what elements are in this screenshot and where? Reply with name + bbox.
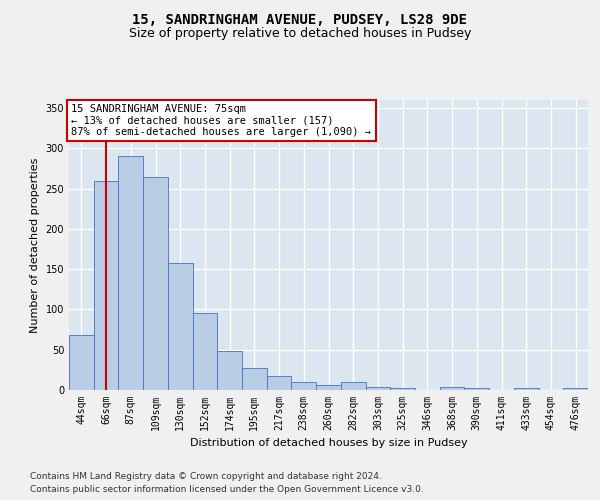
Bar bbox=[168, 262, 193, 390]
Bar bbox=[193, 314, 217, 390]
Bar bbox=[217, 352, 242, 390]
Text: Contains HM Land Registry data © Crown copyright and database right 2024.: Contains HM Land Registry data © Crown c… bbox=[30, 472, 382, 481]
Bar bbox=[390, 388, 415, 390]
Bar bbox=[341, 382, 365, 390]
Text: Contains public sector information licensed under the Open Government Licence v3: Contains public sector information licen… bbox=[30, 485, 424, 494]
Bar bbox=[94, 180, 118, 390]
Bar bbox=[267, 376, 292, 390]
Text: 15, SANDRINGHAM AVENUE, PUDSEY, LS28 9DE: 15, SANDRINGHAM AVENUE, PUDSEY, LS28 9DE bbox=[133, 12, 467, 26]
Y-axis label: Number of detached properties: Number of detached properties bbox=[30, 158, 40, 332]
Bar bbox=[514, 388, 539, 390]
X-axis label: Distribution of detached houses by size in Pudsey: Distribution of detached houses by size … bbox=[190, 438, 467, 448]
Bar bbox=[563, 388, 588, 390]
Bar bbox=[440, 387, 464, 390]
Bar bbox=[316, 385, 341, 390]
Bar bbox=[365, 387, 390, 390]
Text: Size of property relative to detached houses in Pudsey: Size of property relative to detached ho… bbox=[129, 28, 471, 40]
Bar bbox=[69, 335, 94, 390]
Bar bbox=[292, 382, 316, 390]
Text: 15 SANDRINGHAM AVENUE: 75sqm
← 13% of detached houses are smaller (157)
87% of s: 15 SANDRINGHAM AVENUE: 75sqm ← 13% of de… bbox=[71, 104, 371, 137]
Bar bbox=[118, 156, 143, 390]
Bar bbox=[464, 388, 489, 390]
Bar bbox=[242, 368, 267, 390]
Bar bbox=[143, 176, 168, 390]
